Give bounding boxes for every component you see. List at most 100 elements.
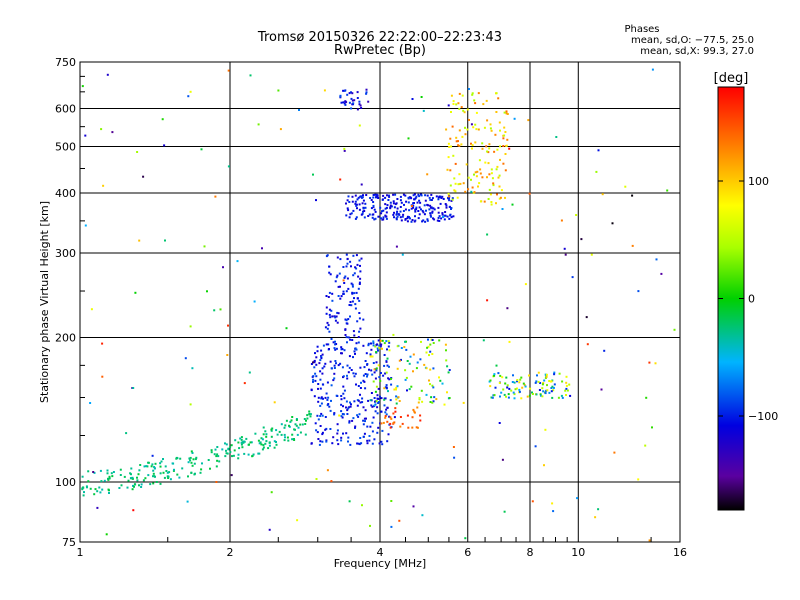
data-point (314, 422, 317, 425)
data-point (395, 388, 397, 391)
data-point (429, 204, 432, 207)
data-point (471, 93, 474, 96)
data-point (648, 539, 651, 542)
data-point (447, 104, 450, 107)
data-point (416, 426, 419, 429)
x-tick-label: 16 (673, 546, 687, 559)
data-point (354, 425, 357, 428)
data-point (486, 299, 489, 302)
data-point (376, 412, 379, 415)
data-point (345, 336, 348, 339)
data-point (486, 233, 489, 236)
data-point (373, 438, 376, 441)
data-point (154, 475, 156, 478)
data-point (494, 386, 497, 389)
data-point (411, 426, 414, 429)
data-point (499, 145, 502, 148)
data-point (315, 363, 318, 366)
data-point (429, 198, 432, 201)
data-point (340, 415, 343, 418)
data-point (295, 419, 298, 421)
data-point (428, 208, 431, 211)
data-point (343, 89, 346, 92)
data-point (447, 192, 450, 195)
data-point (351, 99, 354, 102)
data-point (495, 168, 498, 171)
data-point (309, 415, 312, 418)
data-point (551, 396, 554, 399)
data-point (319, 378, 322, 381)
data-point (303, 418, 306, 420)
data-point (108, 477, 111, 480)
data-point (464, 126, 466, 129)
data-point (645, 396, 648, 399)
data-point (435, 195, 438, 198)
data-point (366, 442, 369, 445)
data-point (342, 290, 345, 293)
data-point (334, 348, 337, 351)
y-tick-label: 400 (55, 187, 76, 200)
data-point (352, 209, 355, 212)
data-point (458, 173, 461, 176)
data-point (388, 365, 390, 368)
data-point (264, 442, 267, 445)
data-point (436, 219, 439, 222)
data-point (446, 168, 449, 171)
data-point (502, 388, 505, 391)
data-point (276, 433, 279, 436)
data-point (388, 194, 390, 197)
data-point (346, 409, 349, 412)
data-point (293, 438, 295, 440)
data-point (510, 389, 513, 392)
data-point (495, 202, 497, 205)
data-point (359, 401, 362, 404)
data-point (503, 134, 506, 137)
data-point (360, 381, 362, 384)
data-point (245, 437, 248, 440)
data-point (466, 108, 469, 111)
data-point (312, 375, 315, 378)
data-point (324, 428, 327, 431)
data-point (378, 344, 381, 347)
data-point (206, 290, 208, 293)
data-point (377, 387, 380, 390)
data-point (429, 206, 432, 209)
data-point (342, 413, 345, 416)
data-point (350, 107, 353, 110)
data-point (327, 343, 330, 346)
data-point (519, 378, 522, 381)
data-point (331, 292, 334, 295)
data-point (445, 359, 448, 362)
data-point (404, 340, 406, 343)
data-point (458, 144, 461, 147)
data-point (373, 371, 376, 374)
data-point (487, 162, 490, 165)
data-point (355, 216, 358, 219)
data-point (471, 147, 473, 150)
data-point (371, 442, 374, 445)
data-point (518, 388, 521, 391)
data-point (230, 444, 233, 447)
phase-stats-heading: Phases (624, 24, 659, 35)
data-point (597, 508, 600, 511)
data-point (388, 349, 391, 352)
y-tick-label: 750 (55, 56, 76, 69)
data-point (347, 287, 350, 290)
data-point (194, 458, 197, 461)
data-point (404, 378, 407, 381)
data-point (326, 404, 329, 407)
data-point (131, 476, 134, 479)
data-point (296, 433, 299, 436)
data-point (506, 386, 509, 389)
data-point (505, 144, 508, 147)
data-point (284, 424, 287, 427)
data-point (439, 202, 442, 205)
data-point (161, 118, 164, 121)
data-point (82, 494, 85, 497)
data-point (316, 345, 319, 348)
data-point (332, 379, 335, 382)
data-point (565, 387, 568, 390)
data-point (396, 385, 399, 388)
data-point (291, 416, 294, 418)
data-point (138, 239, 141, 242)
